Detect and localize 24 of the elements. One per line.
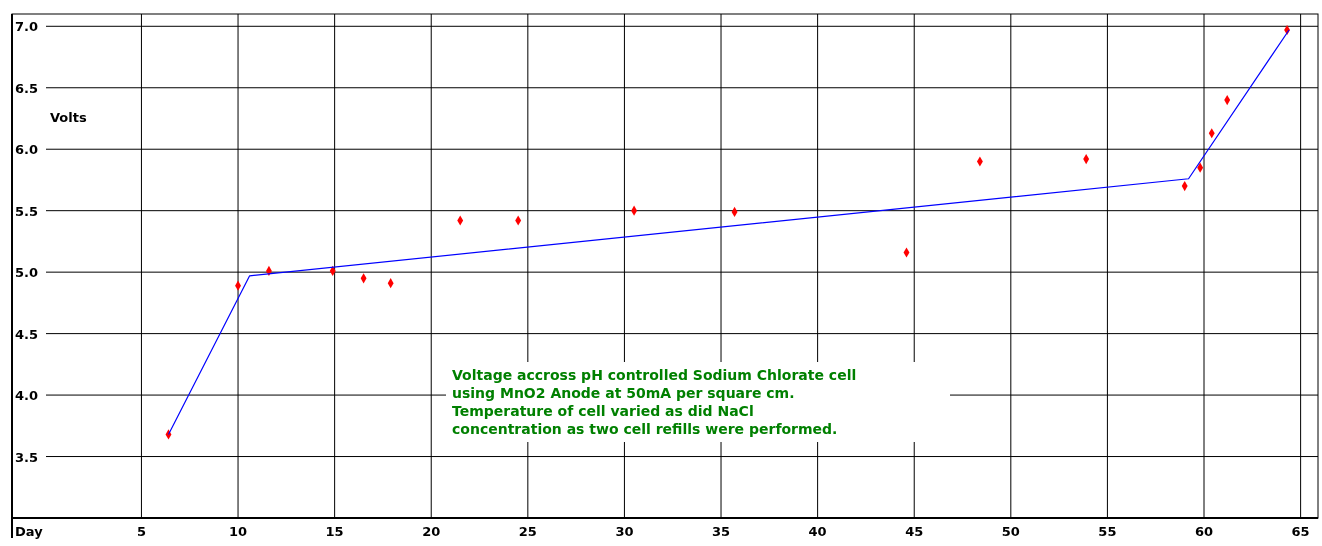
x-tick-label: 15	[325, 524, 344, 539]
x-tick-label: 65	[1291, 524, 1310, 539]
y-axis-title: Volts	[50, 110, 87, 125]
y-tick-label: 6.0	[15, 142, 39, 158]
x-tick-label: 5	[136, 524, 146, 539]
x-tick-label: 30	[615, 524, 634, 539]
y-tick-label: 4.0	[15, 388, 39, 404]
x-tick-label: 25	[518, 524, 537, 539]
x-tick-label: 60	[1194, 524, 1214, 539]
x-axis-title: Day	[15, 524, 44, 539]
x-tick-label: 50	[1001, 524, 1020, 539]
y-tick-label: 3.5	[15, 449, 39, 465]
x-tick-label: 55	[1098, 524, 1117, 539]
y-tick-label: 6.5	[15, 80, 39, 96]
x-tick-label: 40	[808, 524, 827, 539]
y-tick-label: 5.0	[15, 265, 39, 281]
y-tick-label: 4.5	[15, 326, 39, 342]
y-tick-label: 5.5	[15, 203, 39, 219]
annotation: Voltage accross pH controlled Sodium Chlorate cell using MnO2 Anode at 50mA per square cm. Temperature of cell varied as did NaCl concentration as two cell refills were performed.	[452, 367, 857, 437]
y-tick-label: 7.0	[15, 19, 39, 35]
x-tick-label: 45	[905, 524, 924, 539]
x-tick-label: 35	[711, 524, 731, 539]
x-tick-label: 20	[422, 524, 441, 539]
x-tick-label: 10	[228, 524, 248, 539]
